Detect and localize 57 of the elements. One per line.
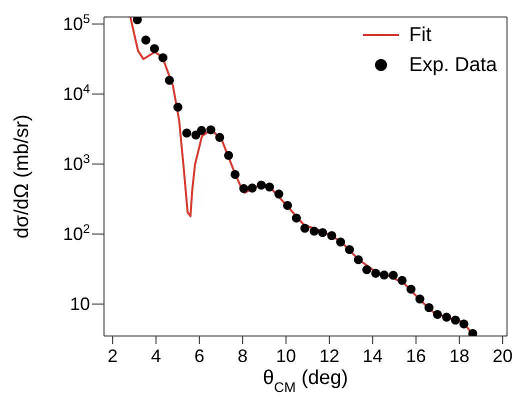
y-tick-label: 10$^{3}$ (62, 152, 90, 174)
point (164, 76, 174, 85)
y-tick-label: 10 (70, 294, 90, 314)
point (380, 270, 389, 280)
x-tick-label: 8 (238, 346, 248, 366)
x-tick-label: 6 (194, 346, 204, 366)
point (265, 182, 274, 192)
point (300, 224, 310, 233)
point (224, 150, 234, 160)
point (398, 276, 407, 285)
point (415, 294, 424, 304)
point (371, 268, 380, 278)
point (406, 284, 416, 294)
point (388, 270, 398, 280)
point (141, 36, 150, 45)
x-tick-label: 4 (150, 346, 162, 366)
point (182, 128, 192, 138)
point (150, 44, 159, 54)
point (344, 245, 354, 254)
point (215, 132, 224, 142)
point (354, 255, 363, 264)
point (292, 214, 301, 223)
point (459, 319, 468, 328)
x-tick-label: 14 (362, 346, 383, 366)
point (310, 226, 319, 236)
point (230, 170, 240, 179)
x-tick-label: 20 (492, 346, 513, 366)
point (158, 53, 168, 62)
point (362, 265, 372, 274)
point (336, 238, 346, 247)
point (442, 312, 452, 322)
x-tick-label: 10 (276, 346, 296, 366)
x-tick-label: 2 (108, 346, 118, 366)
point (327, 231, 336, 240)
point (239, 184, 248, 194)
point (206, 125, 216, 134)
point (424, 303, 434, 312)
y-tick-label: 10$^{5}$ (62, 12, 90, 34)
point (432, 310, 442, 319)
x-tick-label: 16 (406, 346, 426, 366)
x-axis-title: θ$_{CM}$ (deg) (262, 367, 348, 395)
x-tick-label: 18 (449, 346, 470, 366)
x-tick-label: 12 (319, 346, 340, 366)
y-tick-label: 10$^{2}$ (62, 222, 90, 244)
point (196, 126, 206, 135)
point (274, 190, 284, 199)
point (256, 180, 266, 190)
point (132, 17, 142, 24)
point (318, 228, 328, 238)
y-axis-title: dσ/dΩ (mb/sr) (11, 114, 33, 238)
point (450, 316, 460, 325)
y-tick-label: 10$^{4}$ (62, 82, 90, 104)
legend-label: Exp. Data (409, 53, 497, 78)
point (283, 200, 292, 210)
point (248, 184, 257, 193)
legend-label: Fit (409, 23, 432, 48)
point (173, 102, 182, 112)
